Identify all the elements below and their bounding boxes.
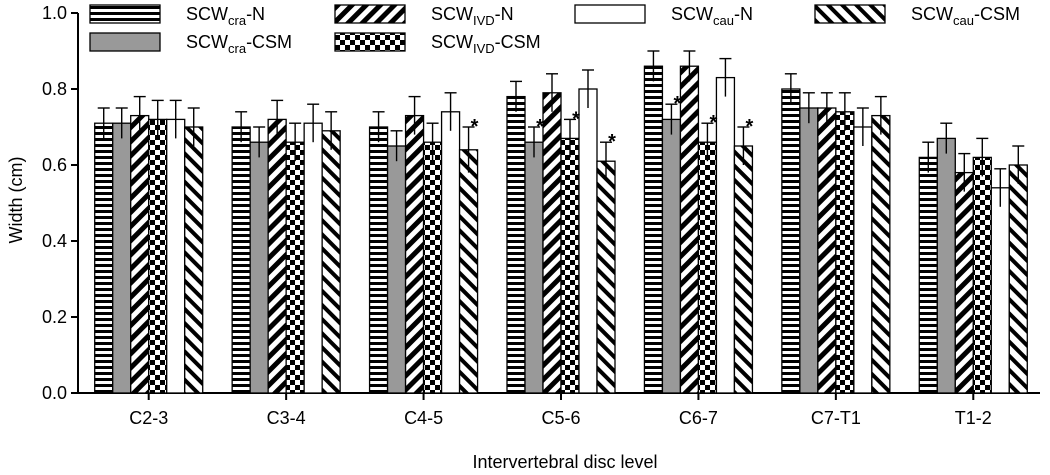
bar xyxy=(524,141,544,394)
y-tick-label: 0.8 xyxy=(42,79,67,99)
significance-marker: * xyxy=(572,108,580,130)
bar xyxy=(853,126,873,394)
bar xyxy=(386,145,407,394)
significance-marker: * xyxy=(674,93,682,115)
bar xyxy=(661,118,682,394)
bar xyxy=(285,141,305,394)
legend-swatch xyxy=(89,32,161,52)
bar xyxy=(506,95,526,394)
bar xyxy=(267,118,287,394)
bar xyxy=(835,111,855,394)
bar xyxy=(954,171,974,394)
bar xyxy=(249,141,269,394)
y-tick-label: 0.0 xyxy=(42,383,67,403)
y-axis-label: Width (cm) xyxy=(6,157,26,244)
x-tick-label: C6-7 xyxy=(679,408,718,428)
bar xyxy=(321,130,341,394)
bar xyxy=(679,65,700,394)
bar xyxy=(422,141,443,394)
bar xyxy=(166,118,186,394)
legend-swatch xyxy=(334,32,406,52)
y-tick-label: 1.0 xyxy=(42,3,67,23)
bar xyxy=(799,107,819,394)
bar xyxy=(918,156,938,394)
significance-marker: * xyxy=(536,116,544,138)
bar xyxy=(972,156,992,394)
legend-swatch xyxy=(89,4,161,24)
bar xyxy=(643,65,664,394)
bar xyxy=(715,76,736,394)
bar xyxy=(440,111,461,394)
bar xyxy=(596,160,616,394)
significance-marker: * xyxy=(471,116,479,138)
bar xyxy=(871,114,891,394)
bar xyxy=(94,122,114,394)
bar xyxy=(781,88,801,394)
bar xyxy=(578,88,598,394)
y-tick-label: 0.4 xyxy=(42,231,67,251)
legend-swatch xyxy=(574,4,646,24)
bars: * * * * * * * xyxy=(94,50,1028,394)
bar xyxy=(458,149,479,394)
significance-marker: * xyxy=(746,116,754,138)
x-tick-label: C4-5 xyxy=(404,408,443,428)
legend-label: SCWIVD-N xyxy=(431,4,514,28)
bar xyxy=(303,122,323,394)
legend-swatch xyxy=(334,4,406,24)
bar xyxy=(542,92,562,394)
bar xyxy=(404,114,425,394)
bar xyxy=(231,126,251,394)
bar xyxy=(733,145,754,394)
legend-label: SCWcra-CSM xyxy=(186,32,292,56)
y-tick-label: 0.6 xyxy=(42,155,67,175)
x-tick-label: C7-T1 xyxy=(811,408,861,428)
bar xyxy=(1008,164,1028,394)
bar xyxy=(368,126,389,394)
x-tick-label: T1-2 xyxy=(955,408,992,428)
legend-label: SCWIVD-CSM xyxy=(431,32,541,56)
bar xyxy=(936,137,956,394)
bar xyxy=(817,107,837,394)
bar xyxy=(112,122,132,394)
bar xyxy=(148,118,168,394)
bar xyxy=(560,137,580,394)
legend-label: SCWcau-CSM xyxy=(911,4,1020,28)
legend-label: SCWcau-N xyxy=(671,4,753,28)
legend: SCWcra-N SCWcra-CSM SCWIVD-N SCWIVD-CSM SCWc… xyxy=(89,4,1020,56)
x-tick-label: C5-6 xyxy=(541,408,580,428)
bar xyxy=(130,114,150,394)
bar xyxy=(697,141,718,394)
legend-label: SCWcra-N xyxy=(186,4,265,28)
y-tick-label: 0.2 xyxy=(42,307,67,327)
significance-marker: * xyxy=(710,112,718,134)
bar xyxy=(990,187,1010,394)
x-tick-label: C2-3 xyxy=(129,408,168,428)
x-axis-label: Intervertebral disc level xyxy=(472,452,657,472)
x-tick-label: C3-4 xyxy=(267,408,306,428)
significance-marker: * xyxy=(608,131,616,153)
legend-swatch xyxy=(814,4,886,24)
bar xyxy=(184,126,204,394)
